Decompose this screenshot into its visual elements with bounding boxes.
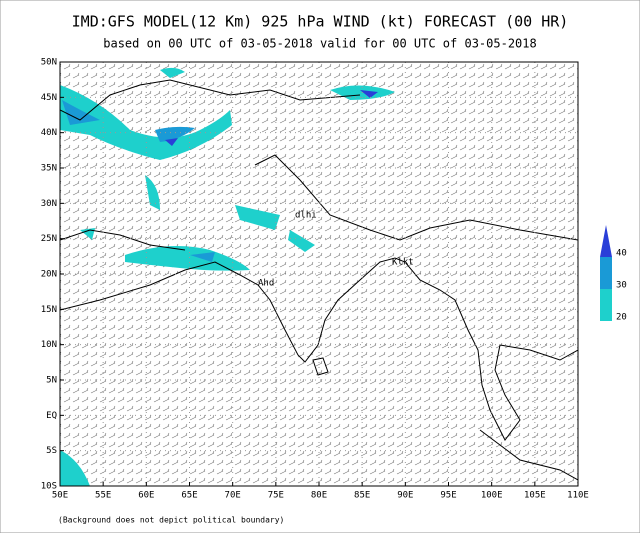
lon-label: 65E bbox=[181, 491, 197, 501]
place-label: Klkt bbox=[392, 258, 414, 268]
lat-label: 10N bbox=[41, 340, 57, 350]
lon-label: 85E bbox=[354, 491, 370, 501]
lat-label: 5S bbox=[46, 446, 57, 456]
lat-label: 5N bbox=[46, 376, 57, 386]
lon-label: 50E bbox=[52, 491, 68, 501]
lon-label: 105E bbox=[524, 491, 546, 501]
legend-swatch bbox=[600, 289, 612, 321]
place-label: dlhi bbox=[295, 211, 317, 221]
lon-label: 110E bbox=[567, 491, 589, 501]
grid bbox=[60, 62, 578, 486]
legend-swatch bbox=[600, 257, 612, 289]
legend-label: 30 bbox=[616, 281, 627, 291]
lon-label: 70E bbox=[225, 491, 241, 501]
lat-label: 15N bbox=[41, 305, 57, 315]
legend-label: 20 bbox=[616, 313, 627, 323]
place-label: Ahd bbox=[258, 279, 274, 289]
lat-label: 35N bbox=[41, 164, 57, 174]
lon-label: 55E bbox=[95, 491, 111, 501]
lat-label: EQ bbox=[46, 411, 57, 421]
lat-label: 25N bbox=[41, 234, 57, 244]
coastlines bbox=[60, 79, 578, 481]
legend-label: 40 bbox=[616, 249, 627, 259]
lat-label: 10S bbox=[41, 482, 57, 492]
legend-swatch bbox=[600, 225, 612, 257]
footnote: (Background does not depict political bo… bbox=[58, 516, 284, 525]
lat-label: 50N bbox=[41, 58, 57, 68]
lat-label: 30N bbox=[41, 199, 57, 209]
lat-label: 40N bbox=[41, 128, 57, 138]
title: IMD:GFS MODEL(12 Km) 925 hPa WIND (kt) F… bbox=[72, 13, 569, 31]
lon-label: 60E bbox=[138, 491, 154, 501]
plot-area: dlhi Klkt Ahd bbox=[60, 62, 578, 486]
legend: 40 30 20 bbox=[600, 225, 627, 323]
lon-label: 90E bbox=[397, 491, 413, 501]
lat-label: 45N bbox=[41, 93, 57, 103]
wind-shading-40 bbox=[165, 90, 378, 146]
lon-label: 100E bbox=[481, 491, 503, 501]
lon-label: 80E bbox=[311, 491, 327, 501]
wind-shading bbox=[60, 67, 395, 486]
lat-label: 20N bbox=[41, 270, 57, 280]
wind-shading-30 bbox=[62, 100, 215, 262]
lon-label: 95E bbox=[440, 491, 456, 501]
subtitle: based on 00 UTC of 03-05-2018 valid for … bbox=[103, 37, 536, 51]
lon-label: 75E bbox=[268, 491, 284, 501]
